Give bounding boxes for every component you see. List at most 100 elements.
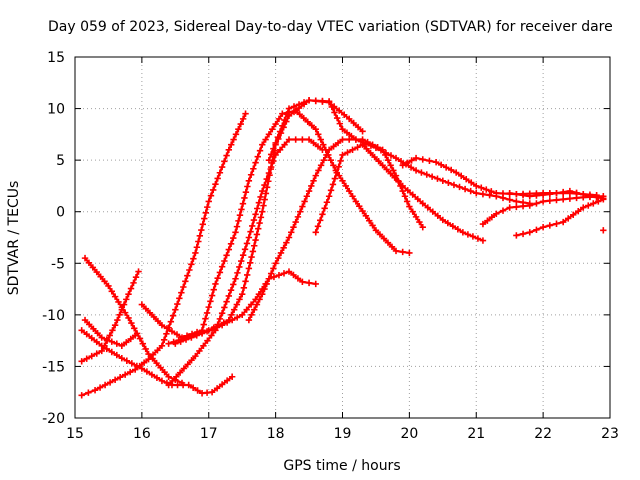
data-point [121,371,129,378]
data-point [352,136,360,143]
data-point [463,176,470,183]
data-point [499,190,507,197]
x-tick-label: 17 [200,426,218,442]
data-point [329,181,337,188]
data-point [367,149,374,157]
data-point [238,257,245,265]
data-point [78,392,85,399]
data-point [98,334,105,341]
data-point [218,381,226,388]
data-point [263,280,270,288]
data-point [132,274,140,281]
data-point [173,331,181,338]
data-point [218,163,226,171]
data-point [163,325,171,332]
data-point [85,389,92,396]
data-point [473,189,480,197]
series-arc-7 [165,97,366,347]
data-point [149,351,157,358]
x-tick-label: 20 [400,426,418,442]
data-point [174,381,181,389]
data-point [210,286,217,293]
data-point [300,114,307,122]
data-point [153,359,160,367]
data-point [131,332,139,339]
data-point [205,198,212,205]
data-point [290,108,298,116]
data-point [256,219,263,227]
data-point [176,369,184,376]
data-point [366,217,373,224]
data-point [101,278,108,285]
data-point [172,340,179,347]
data-point [379,162,386,169]
data-point [228,316,236,324]
data-point [121,309,129,316]
data-point [257,214,265,221]
data-point [292,136,299,143]
data-point [335,107,343,114]
data-point [242,110,249,117]
data-point [419,156,426,163]
data-point [221,158,228,165]
data-point [233,223,241,230]
data-point [154,317,162,325]
data-point [377,147,385,154]
data-point [384,239,392,246]
data-point [83,330,90,338]
data-point [108,348,115,356]
data-point [281,141,288,148]
data-point [327,187,335,194]
series-line [267,99,531,205]
data-point [103,345,110,353]
data-point [429,208,436,215]
data-point [339,126,346,133]
y-tick-label: -20 [42,411,65,427]
data-point [111,321,119,329]
data-point [585,202,592,209]
data-point [93,268,100,276]
data-point [407,164,415,171]
data-point [299,278,306,286]
data-point [339,151,346,159]
data-point [506,189,513,197]
series-arc-3 [81,316,139,349]
data-point [98,342,105,349]
data-point [526,202,533,209]
data-point [403,198,411,205]
data-point [256,296,263,303]
y-tick-label: 10 [47,102,65,118]
data-point [230,306,238,313]
data-point [275,271,283,279]
data-point [245,316,253,324]
data-point [323,151,330,159]
data-point [285,136,293,143]
data-point [270,273,278,281]
data-point [234,269,241,277]
data-point [125,291,132,298]
data-point [248,253,255,261]
data-point [310,139,317,147]
series-arc-14 [479,193,607,228]
data-point [192,249,199,257]
data-point [334,139,342,147]
data-point [539,223,547,231]
data-point [146,309,154,316]
data-point [553,196,560,204]
data-point [395,178,402,186]
data-point [305,279,313,287]
data-point [239,251,247,259]
data-point [189,384,197,391]
data-point [113,351,120,359]
x-tick-label: 22 [534,426,552,442]
data-point [108,288,115,295]
y-tick-label: -5 [51,256,65,272]
data-point [127,335,134,343]
data-point [294,275,302,282]
data-point [269,126,276,133]
data-point [216,315,224,323]
chart-title: Day 059 of 2023, Sidereal Day-to-day VTE… [48,19,613,35]
data-point [458,172,465,180]
data-point [339,136,346,143]
data-point [182,278,189,285]
